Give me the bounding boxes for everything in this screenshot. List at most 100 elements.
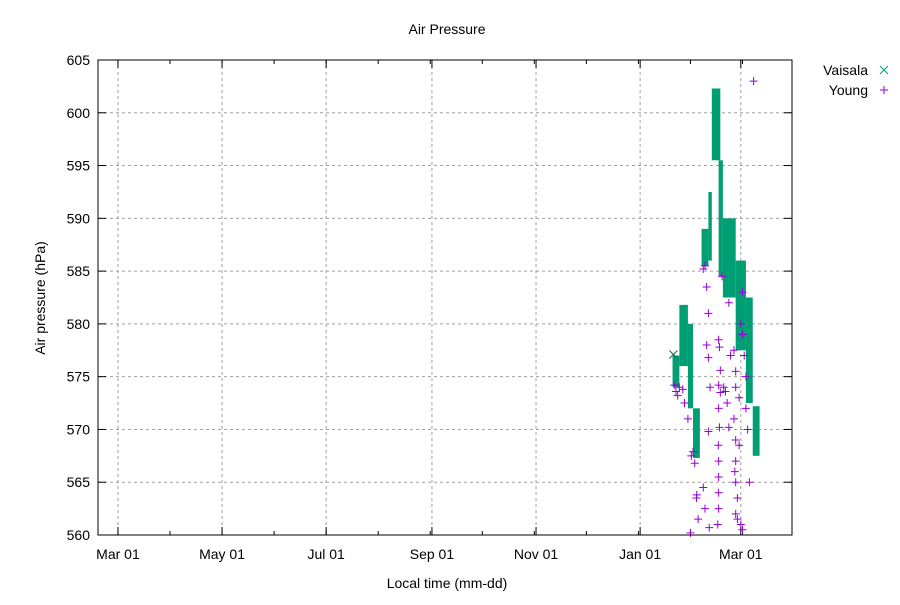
young-point — [718, 272, 727, 281]
young-point — [714, 404, 723, 413]
young-point — [700, 261, 709, 270]
young-point — [741, 372, 750, 381]
young-point — [714, 441, 723, 450]
vaisala-band — [687, 323, 694, 409]
vaisala-band — [672, 355, 680, 388]
young-point — [738, 525, 747, 534]
y-tick-label: 565 — [67, 474, 91, 490]
vaisala-band — [679, 304, 688, 367]
x-axis-label: Local time (mm-dd) — [387, 575, 508, 591]
young-point — [721, 387, 730, 396]
legend-marker-vaisala — [879, 65, 889, 75]
y-tick-label: 590 — [67, 210, 91, 226]
young-point — [741, 404, 750, 413]
young-point — [702, 282, 711, 291]
young-point — [736, 319, 745, 328]
young-point — [723, 399, 732, 408]
young-point — [671, 387, 680, 396]
young-point — [749, 77, 758, 86]
young-point — [733, 494, 742, 503]
young-point — [715, 343, 724, 352]
young-point — [702, 341, 711, 349]
young-point — [690, 459, 699, 468]
young-point — [719, 383, 728, 392]
young-point — [705, 523, 714, 532]
young-point — [729, 346, 738, 355]
chart-title: Air Pressure — [408, 21, 485, 37]
grid — [98, 59, 792, 536]
y-tick-label: 600 — [67, 105, 91, 121]
x-tick-label: Jan 01 — [619, 546, 661, 562]
young-point — [731, 509, 740, 518]
vaisala-band — [718, 160, 723, 277]
x-tick-label: Mar 01 — [719, 546, 763, 562]
young-point — [736, 520, 745, 529]
vaisala-band — [708, 191, 712, 261]
young-point — [692, 490, 701, 499]
young-point — [704, 309, 713, 318]
young-point — [745, 478, 754, 487]
y-tick-label: 585 — [67, 263, 91, 279]
young-point — [740, 351, 749, 360]
young-point — [730, 467, 739, 476]
young-point — [724, 298, 733, 307]
y-tick-label: 560 — [67, 527, 91, 543]
young-point — [714, 472, 723, 481]
young-point — [714, 381, 723, 390]
young-point — [704, 427, 713, 436]
young-point — [704, 353, 713, 362]
young-point — [731, 367, 740, 376]
young-point — [731, 383, 740, 392]
young-point — [673, 391, 682, 400]
young-point — [714, 488, 723, 497]
young-point — [738, 288, 747, 297]
x-tick-label: Jul 01 — [307, 546, 345, 562]
vaisala-band — [701, 228, 709, 266]
y-axis-label: Air pressure (hPa) — [32, 241, 48, 355]
young-point — [713, 520, 722, 529]
vaisala-band — [711, 88, 721, 161]
vaisala-band — [735, 260, 746, 351]
young-point — [683, 414, 692, 423]
young-point — [731, 478, 740, 487]
axis-ticks: 560 565 570 575 580 585 590 595 600 605 Mar 01 May … — [67, 52, 792, 562]
legend-label-young: Young — [829, 82, 868, 98]
young-point — [738, 330, 747, 339]
vaisala-band — [752, 406, 760, 456]
young-point — [678, 385, 687, 394]
young-point — [694, 515, 703, 524]
young-point — [726, 351, 735, 360]
young-point — [670, 381, 679, 390]
young-point — [733, 515, 742, 524]
young-point — [724, 423, 733, 432]
young-point — [731, 436, 740, 444]
young-point — [675, 383, 684, 392]
vaisala-point — [669, 350, 678, 359]
young-point — [731, 457, 740, 466]
young-point — [714, 457, 723, 466]
vaisala-band — [745, 297, 753, 404]
young-point — [715, 423, 724, 432]
y-tick-label: 605 — [67, 52, 91, 68]
young-point — [706, 383, 715, 392]
x-tick-label: Sep 01 — [410, 546, 455, 562]
y-tick-label: 575 — [67, 369, 91, 385]
vaisala-band — [693, 408, 700, 458]
y-tick-label: 570 — [67, 421, 91, 437]
y-tick-label: 595 — [67, 158, 91, 174]
young-point — [743, 425, 752, 434]
young-point — [699, 483, 708, 492]
young-point — [714, 335, 723, 344]
data-marks — [669, 77, 760, 537]
plot-border — [97, 59, 793, 536]
young-point — [729, 414, 738, 423]
young-point — [716, 366, 725, 375]
legend-marker-young — [880, 86, 888, 94]
young-point — [687, 451, 696, 460]
young-point — [735, 441, 744, 450]
young-point — [714, 504, 723, 513]
young-point — [716, 388, 725, 397]
x-tick-label: Mar 01 — [96, 546, 140, 562]
